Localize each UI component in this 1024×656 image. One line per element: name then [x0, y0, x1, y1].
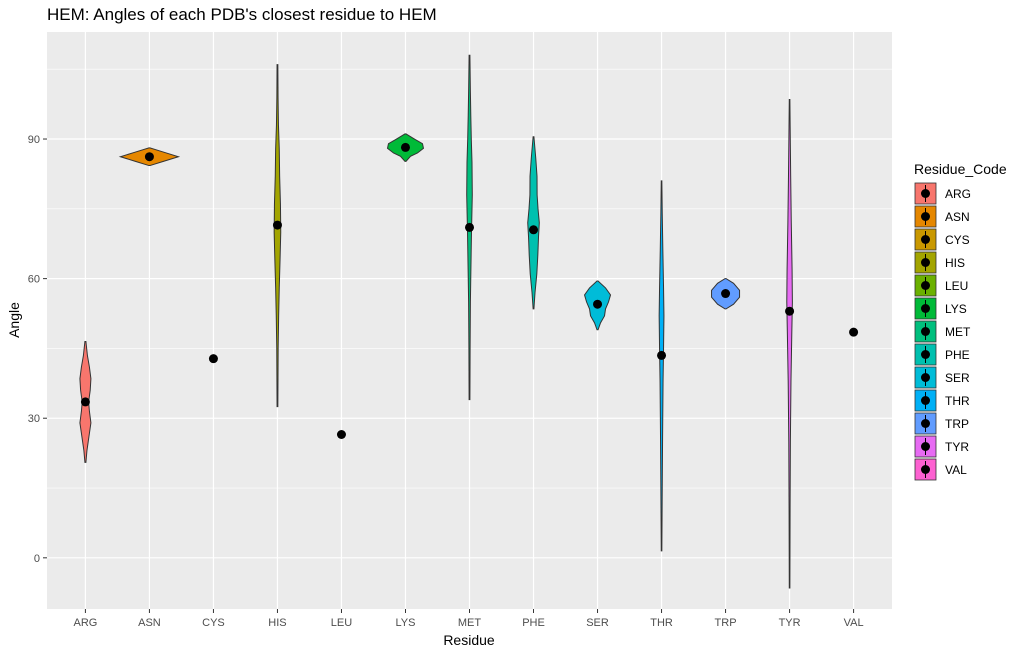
violin-phe — [527, 136, 540, 310]
x-tick-label: THR — [650, 617, 673, 629]
point-lys — [400, 142, 410, 152]
legend-key-point — [921, 373, 930, 382]
legend-label-phe: PHE — [945, 348, 970, 362]
legend-key-point — [921, 419, 930, 428]
x-tick-label: SER — [586, 617, 609, 629]
x-tick-label: TRP — [715, 617, 737, 629]
x-tick-label: ASN — [138, 617, 161, 629]
legend-label-asn: ASN — [945, 210, 970, 224]
chart-title: HEM: Angles of each PDB's closest residu… — [47, 5, 437, 24]
legend-key-point — [921, 258, 930, 267]
legend-key-point — [921, 465, 930, 474]
x-tick-label: CYS — [202, 617, 225, 629]
legend-label-lys: LYS — [945, 302, 967, 316]
point-arg — [80, 397, 90, 407]
x-tick-label: ARG — [73, 617, 97, 629]
legend-label-leu: LEU — [945, 279, 968, 293]
x-tick-label: HIS — [268, 617, 286, 629]
x-axis: ARG ASN CYS HIS LEU LYS MET PHE SER THR TRP TYR VAL — [73, 609, 864, 629]
x-tick-label: PHE — [522, 617, 545, 629]
legend-label-thr: THR — [945, 394, 970, 408]
point-thr — [657, 350, 667, 360]
point-phe — [529, 225, 539, 235]
point-val — [849, 327, 859, 337]
legend-key-point — [921, 442, 930, 451]
legend-key-point — [921, 212, 930, 221]
legend-key-point — [921, 327, 930, 336]
legend-label-his: HIS — [945, 256, 965, 270]
y-axis: 0 30 60 90 — [28, 134, 47, 565]
y-axis-title: Angle — [6, 302, 22, 338]
legend-label-arg: ARG — [945, 187, 971, 201]
x-axis-title: Residue — [443, 632, 495, 648]
point-tyr — [785, 306, 795, 316]
x-tick-label: LYS — [395, 617, 415, 629]
legend-key-point — [921, 189, 930, 198]
x-tick-label: TYR — [779, 617, 801, 629]
x-tick-label: MET — [458, 617, 482, 629]
legend-key-point — [921, 281, 930, 290]
legend-label-met: MET — [945, 325, 971, 339]
legend-key-point — [921, 350, 930, 359]
legend-label-tyr: TYR — [945, 440, 969, 454]
violin-thr — [658, 180, 665, 552]
point-trp — [721, 289, 731, 299]
x-tick-label: VAL — [844, 617, 864, 629]
legend-label-val: VAL — [945, 463, 967, 477]
legend-label-trp: TRP — [945, 417, 969, 431]
x-tick-label: LEU — [331, 617, 352, 629]
legend: Residue_Code ARG ASN CYS HIS LEU LYS MET PHE SER… — [914, 161, 1007, 481]
violin-his — [273, 64, 282, 408]
point-leu — [336, 430, 346, 440]
point-his — [272, 220, 282, 230]
legend-label-ser: SER — [945, 371, 970, 385]
violin-tyr — [786, 98, 793, 589]
point-met — [465, 222, 474, 232]
y-tick-label: 30 — [28, 413, 40, 425]
y-tick-label: 0 — [34, 553, 40, 565]
point-cys — [208, 354, 218, 364]
legend-key-point — [921, 235, 930, 244]
legend-label-cys: CYS — [945, 233, 970, 247]
point-asn — [144, 152, 154, 162]
legend-title: Residue_Code — [914, 161, 1007, 177]
point-ser — [593, 299, 603, 309]
legend-key-point — [921, 396, 930, 405]
legend-key-point — [921, 304, 930, 313]
violins — [79, 54, 859, 589]
y-tick-label: 90 — [28, 134, 40, 146]
y-tick-label: 60 — [28, 274, 40, 286]
